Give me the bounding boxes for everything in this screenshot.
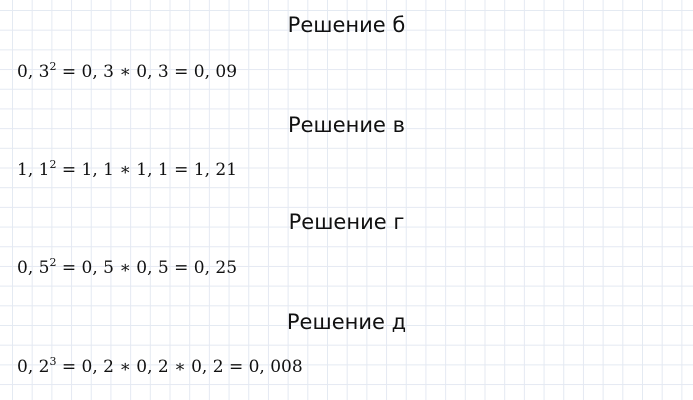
eq-rest: = 0, 3 ∗ 0, 3 = 0, 09	[56, 62, 238, 82]
eq-rest: = 1, 1 ∗ 1, 1 = 1, 21	[56, 160, 238, 180]
eq-base: 1, 1	[17, 160, 50, 180]
eq-exponent: 2	[49, 158, 57, 171]
equation: 1, 12 = 1, 1 ∗ 1, 1 = 1, 21	[17, 159, 237, 181]
eq-base: 0, 5	[17, 258, 50, 278]
section-title: Решение г	[288, 210, 405, 234]
equation: 0, 52 = 0, 5 ∗ 0, 5 = 0, 25	[17, 257, 237, 279]
section-title: Решение б	[287, 13, 406, 37]
eq-exponent: 2	[49, 256, 57, 269]
eq-base: 0, 2	[17, 357, 50, 377]
eq-base: 0, 3	[17, 62, 50, 82]
section-title: Решение д	[286, 310, 407, 334]
section-title: Решение в	[287, 113, 406, 137]
equation: 0, 32 = 0, 3 ∗ 0, 3 = 0, 09	[17, 61, 237, 83]
eq-exponent: 3	[49, 355, 57, 368]
eq-exponent: 2	[49, 60, 57, 73]
equation: 0, 23 = 0, 2 ∗ 0, 2 ∗ 0, 2 = 0, 008	[17, 356, 303, 378]
eq-rest: = 0, 2 ∗ 0, 2 ∗ 0, 2 = 0, 008	[56, 357, 303, 377]
eq-rest: = 0, 5 ∗ 0, 5 = 0, 25	[56, 258, 238, 278]
